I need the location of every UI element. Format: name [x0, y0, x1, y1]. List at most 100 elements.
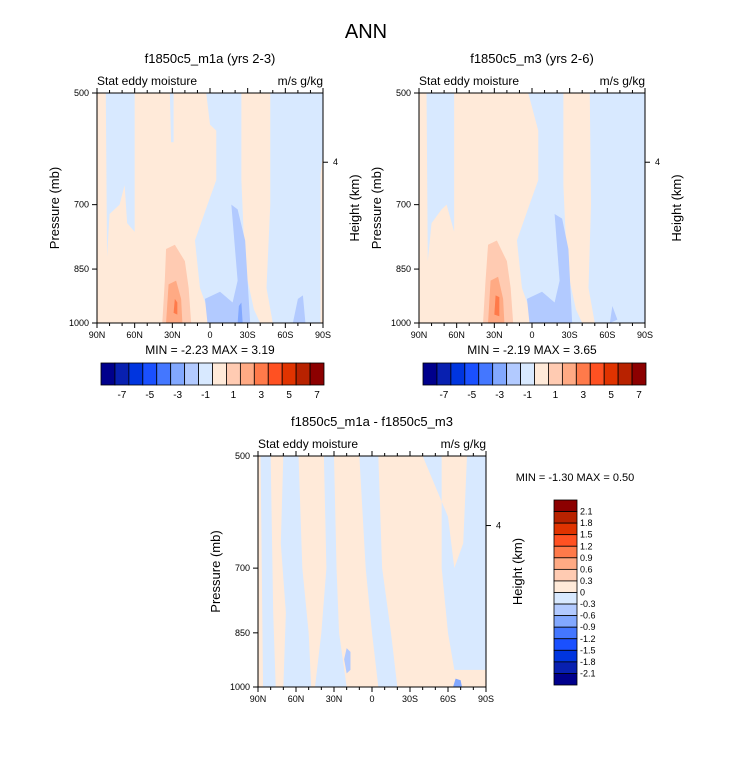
colorbar-swatch [128, 362, 144, 386]
panel-title: f1850c5_m1a (yrs 2-3) [145, 51, 276, 66]
contour-region [280, 456, 312, 687]
contour-region [292, 295, 306, 323]
right-axis-label: Height (km) [669, 174, 684, 241]
x-tick-label: 90N [250, 694, 267, 704]
x-tick-label: 30S [402, 694, 418, 704]
colorbar-label: 0.3 [580, 576, 593, 586]
colorbar-label: -1 [201, 390, 210, 401]
x-tick-label: 90N [411, 330, 428, 340]
colorbar-swatch [114, 362, 130, 386]
colorbar-label: 1 [231, 390, 237, 401]
x-tick-label: 0 [207, 330, 212, 340]
colorbar-label: 5 [286, 390, 292, 401]
colorbar-label: 1 [553, 390, 559, 401]
y-axis-label: Pressure (mb) [47, 167, 62, 249]
colorbar-label: 7 [636, 390, 642, 401]
colorbar-swatch [281, 362, 297, 386]
y-tick-label: 850 [396, 264, 411, 274]
colorbar-swatch [553, 673, 578, 686]
x-tick-label: 90S [315, 330, 331, 340]
x-tick-label: 30N [164, 330, 181, 340]
colorbar-swatch [436, 362, 452, 386]
colorbar-label: -1.8 [580, 657, 596, 667]
colorbar-label: -3 [495, 390, 504, 401]
colorbar-swatch [100, 362, 116, 386]
x-tick-label: 30N [486, 330, 503, 340]
colorbar-swatch [548, 362, 563, 386]
colorbar-label: -5 [145, 390, 154, 401]
colorbar-swatch [464, 362, 480, 386]
colorbar-swatch [553, 638, 578, 651]
min-max-stats: MIN = -1.30 MAX = 0.50 [516, 472, 635, 484]
y-tick-label: 500 [235, 451, 250, 461]
colorbar-swatch [309, 362, 325, 386]
y-tick-label: 500 [74, 88, 89, 98]
colorbar-swatch [253, 362, 269, 386]
x-tick-label: 60N [448, 330, 465, 340]
right-label: m/s g/kg [600, 74, 645, 88]
colorbar-swatch [142, 362, 158, 386]
colorbar-swatch [553, 592, 578, 605]
colorbar-label: -3 [173, 390, 182, 401]
height-tick-label: 4 [655, 157, 660, 167]
colorbar-swatch [520, 362, 535, 386]
contour-region [105, 93, 135, 258]
y-tick-label: 500 [396, 88, 411, 98]
y-tick-label: 700 [235, 563, 250, 573]
colorbar-label: 3 [581, 390, 587, 401]
colorbar-swatch [553, 615, 578, 628]
colorbar-swatch [553, 626, 578, 640]
colorbar-label: 2.1 [580, 507, 593, 517]
y-tick-label: 1000 [230, 682, 250, 692]
x-tick-label: 30S [562, 330, 578, 340]
x-tick-label: 90S [637, 330, 653, 340]
contour-region [315, 456, 347, 687]
height-tick-label: 4 [333, 157, 338, 167]
colorbar-swatch [506, 362, 521, 386]
colorbar-swatch [492, 362, 508, 386]
contour-region [344, 648, 351, 674]
min-max-stats: MIN = -2.23 MAX = 3.19 [145, 343, 275, 357]
contour-region [166, 280, 183, 323]
colorbar-swatch [553, 534, 578, 547]
right-axis-label: Height (km) [347, 174, 362, 241]
y-tick-label: 700 [74, 200, 89, 210]
contour-region [422, 456, 486, 670]
x-tick-label: 60S [277, 330, 293, 340]
colorbar-swatch [553, 649, 578, 663]
x-tick-label: 30S [240, 330, 256, 340]
colorbar-swatch [295, 362, 311, 386]
colorbar-label: 0 [580, 588, 585, 598]
colorbar-label: -7 [117, 390, 126, 401]
colorbar-label: 1.5 [580, 530, 593, 540]
contour-region [588, 93, 645, 323]
right-label: m/s g/kg [278, 74, 323, 88]
left-label: Stat eddy moisture [419, 74, 519, 88]
colorbar-swatch [534, 362, 549, 386]
colorbar-swatch [575, 362, 591, 386]
colorbar-swatch [198, 362, 213, 386]
colorbar-swatch [553, 568, 578, 582]
contour-region [359, 456, 398, 687]
colorbar-swatch [589, 362, 605, 386]
height-tick-label: 4 [496, 521, 501, 531]
colorbar-label: 3 [259, 390, 265, 401]
colorbar-label: 1.8 [580, 518, 593, 528]
right-label: m/s g/kg [441, 437, 486, 451]
y-tick-label: 850 [74, 264, 89, 274]
x-tick-label: 0 [529, 330, 534, 340]
colorbar-swatch [553, 661, 578, 674]
y-tick-label: 700 [396, 200, 411, 210]
colorbar-swatch [170, 362, 186, 386]
colorbar-swatch [553, 545, 578, 559]
colorbar-label: -2.1 [580, 668, 596, 678]
colorbar-label: -0.6 [580, 611, 596, 621]
colorbar-label: -1.5 [580, 645, 596, 655]
contour-region [453, 678, 462, 687]
colorbar-swatch [267, 362, 283, 386]
panel-title: f1850c5_m1a - f1850c5_m3 [291, 414, 453, 429]
colorbar-swatch [184, 362, 199, 386]
figure-title: ANN [345, 21, 387, 43]
colorbar-swatch [553, 499, 578, 512]
